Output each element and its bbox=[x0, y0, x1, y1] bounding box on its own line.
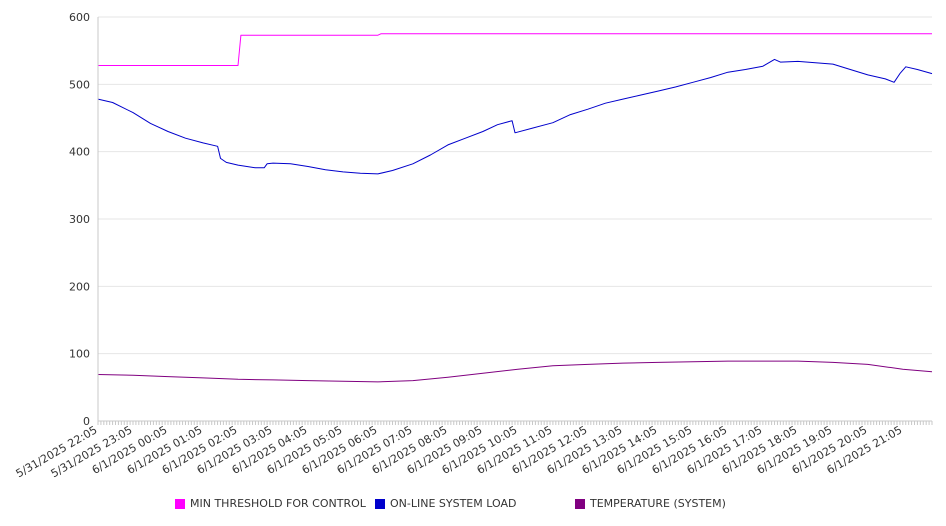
line-chart: 0 100 200 300 400 500 600 5/31/2025 22:055/31/… bbox=[14, 11, 933, 480]
y-tick-label: 200 bbox=[69, 280, 90, 293]
gridlines bbox=[98, 16, 932, 355]
legend-swatch-temperature bbox=[575, 498, 585, 509]
legend-swatch-system-load bbox=[375, 498, 385, 509]
y-tick-label: 0 bbox=[83, 415, 90, 428]
legend-label-min-threshold: MIN THRESHOLD FOR CONTROL bbox=[190, 497, 366, 510]
legend-item-temperature[interactable]: TEMPERATURE (SYSTEM) bbox=[575, 497, 726, 510]
legend-item-system-load[interactable]: ON-LINE SYSTEM LOAD bbox=[375, 497, 516, 510]
series-lines bbox=[97, 33, 933, 383]
legend-item-min-threshold[interactable]: MIN THRESHOLD FOR CONTROL bbox=[175, 497, 366, 510]
legend: MIN THRESHOLD FOR CONTROL ON-LINE SYSTEM… bbox=[0, 497, 946, 515]
y-tick-label: 100 bbox=[69, 348, 90, 361]
series-line-0 bbox=[98, 33, 932, 66]
y-tick-label: 300 bbox=[69, 213, 90, 226]
legend-swatch-min-threshold bbox=[175, 498, 185, 509]
y-tick-label: 500 bbox=[69, 78, 90, 91]
series-line-1 bbox=[97, 58, 933, 175]
series-line-2 bbox=[97, 360, 933, 383]
y-axis-ticks: 0 100 200 300 400 500 600 bbox=[69, 11, 90, 428]
legend-label-temperature: TEMPERATURE (SYSTEM) bbox=[590, 497, 726, 510]
y-tick-label: 400 bbox=[69, 146, 90, 159]
y-tick-label: 600 bbox=[69, 11, 90, 24]
legend-label-system-load: ON-LINE SYSTEM LOAD bbox=[390, 497, 517, 510]
axes bbox=[97, 17, 932, 422]
x-axis-ticks: 5/31/2025 22:055/31/2025 23:056/1/2025 0… bbox=[14, 421, 933, 480]
